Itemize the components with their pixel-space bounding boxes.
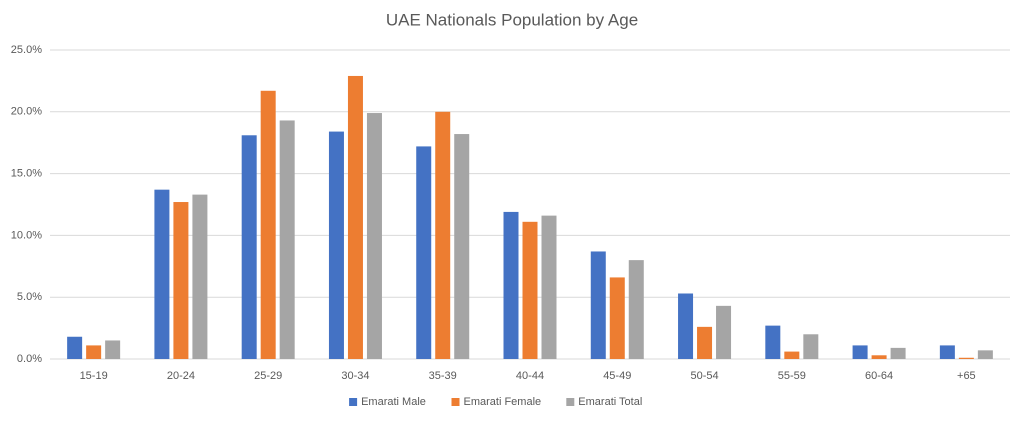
legend-label: Emarati Male [361, 396, 426, 408]
bar [173, 202, 189, 359]
x-tick-label: 15-19 [80, 370, 108, 382]
bar [366, 113, 382, 359]
x-tick-label: 30-34 [341, 370, 369, 382]
bar [716, 305, 732, 359]
bar [803, 334, 819, 359]
x-tick-label: +65 [957, 370, 976, 382]
bar [154, 189, 170, 359]
bar [347, 75, 363, 360]
bar [678, 293, 694, 359]
legend-swatch [451, 398, 460, 406]
x-tick-label: 60-64 [865, 370, 893, 382]
bar [67, 336, 83, 359]
x-tick-label: 40-44 [516, 370, 544, 382]
bar [522, 221, 538, 359]
x-tick-label: 35-39 [429, 370, 457, 382]
bar [765, 325, 781, 359]
bar [105, 340, 121, 359]
bar [939, 345, 955, 359]
bar [192, 194, 208, 359]
bar [241, 135, 257, 359]
x-tick-label: 45-49 [603, 370, 631, 382]
bar [852, 345, 868, 359]
bar [503, 211, 519, 359]
bar [541, 215, 557, 359]
bar [784, 351, 800, 359]
y-tick-label: 15.0% [11, 168, 42, 180]
bar [435, 111, 451, 359]
bar [454, 134, 470, 359]
legend-label: Emarati Female [464, 396, 542, 408]
x-tick-label: 25-29 [254, 370, 282, 382]
chart-title: UAE Nationals Population by Age [386, 10, 638, 29]
x-tick-label: 55-59 [778, 370, 806, 382]
bar [977, 350, 993, 359]
bar [328, 131, 344, 359]
y-tick-label: 0.0% [17, 353, 42, 365]
y-tick-label: 20.0% [11, 106, 42, 118]
legend-swatch [566, 398, 575, 406]
bar [86, 345, 102, 359]
y-tick-label: 25.0% [11, 44, 42, 56]
bar [628, 260, 644, 359]
bar [890, 347, 906, 359]
bar [590, 251, 606, 359]
legend-label: Emarati Total [578, 396, 642, 408]
bar [416, 146, 432, 359]
bar [260, 90, 276, 360]
y-tick-label: 5.0% [17, 291, 42, 303]
bar [958, 357, 974, 359]
x-tick-label: 50-54 [690, 370, 718, 382]
bar [871, 355, 887, 359]
bar [609, 277, 625, 359]
legend-swatch [349, 398, 358, 406]
y-tick-label: 10.0% [11, 229, 42, 241]
x-tick-label: 20-24 [167, 370, 195, 382]
bar [697, 326, 713, 359]
bar [279, 120, 295, 360]
